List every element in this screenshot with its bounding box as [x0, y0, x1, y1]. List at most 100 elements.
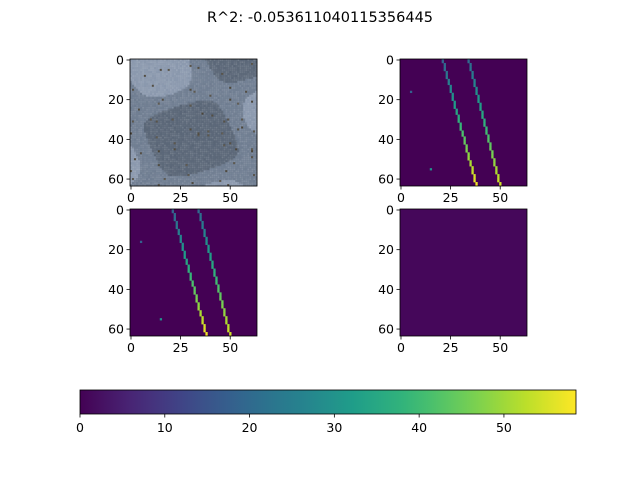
pixel [161, 88, 165, 92]
pixel [199, 90, 202, 94]
pixel [147, 176, 151, 179]
pixel [191, 140, 194, 143]
pixel [215, 124, 218, 127]
pixel [177, 106, 181, 110]
pixel [167, 108, 171, 111]
pixel [147, 60, 151, 64]
pixel [145, 66, 149, 70]
pixel [130, 90, 133, 94]
pixel [253, 174, 256, 177]
pixel [209, 124, 212, 127]
pixel [241, 132, 244, 135]
pixel [217, 80, 220, 84]
pixel [239, 164, 242, 167]
pixel [213, 72, 216, 76]
pixel [237, 88, 240, 92]
pixel [149, 62, 153, 66]
pixel [255, 156, 258, 159]
heatmap-cell [463, 142, 466, 145]
pixel [197, 184, 200, 187]
pixel [203, 138, 206, 141]
pixel [149, 60, 153, 64]
pixel [219, 170, 222, 173]
pixel [147, 100, 151, 104]
pixel [211, 132, 214, 135]
pixel [181, 134, 184, 137]
pixel [221, 176, 224, 179]
pixel [211, 184, 214, 187]
pixel [173, 130, 177, 133]
pixel [167, 150, 171, 153]
pixel [163, 166, 167, 169]
pixel [209, 76, 212, 80]
heatmap-cell [189, 278, 192, 281]
pixel [229, 166, 232, 169]
pixel [175, 94, 179, 98]
pixel [231, 84, 234, 88]
pixel [139, 126, 143, 129]
pixel [137, 128, 141, 131]
pixel [141, 92, 145, 96]
pixel [165, 174, 169, 177]
pixel [133, 104, 137, 108]
pixel [217, 132, 220, 135]
pixel [149, 164, 153, 167]
pixel [219, 152, 222, 155]
pixel [177, 158, 181, 161]
pixel [133, 84, 137, 88]
pixel [217, 184, 220, 187]
pixel [253, 59, 256, 62]
pixel [201, 98, 204, 102]
pixel [221, 92, 224, 96]
pixel [249, 138, 252, 141]
pixel [215, 122, 218, 125]
pixel [243, 84, 246, 88]
pixel [251, 110, 254, 113]
pixel [247, 78, 250, 82]
pixel [169, 172, 173, 175]
pixel [211, 162, 214, 165]
pixel [207, 59, 210, 62]
pixel [249, 90, 252, 94]
pixel [227, 130, 230, 133]
pixel [201, 90, 204, 94]
pixel [243, 180, 246, 183]
pixel [167, 122, 171, 125]
pixel [255, 124, 258, 127]
pixel [203, 62, 206, 66]
pixel [179, 116, 182, 119]
pixel [157, 98, 161, 102]
pixel [173, 98, 177, 102]
pixel [171, 108, 175, 111]
pixel [181, 168, 184, 171]
pixel [147, 158, 151, 161]
pixel [179, 136, 182, 139]
pixel [193, 112, 196, 115]
pixel [139, 130, 143, 133]
pixel [197, 59, 200, 62]
pixel [163, 94, 167, 98]
pixel [233, 110, 236, 113]
pixel [249, 60, 252, 64]
pixel [187, 62, 190, 66]
pixel [227, 116, 230, 119]
pixel [181, 68, 184, 72]
pixel [141, 64, 145, 68]
pixel [141, 124, 145, 127]
pixel [131, 158, 135, 161]
pixel [173, 84, 177, 88]
pixel [203, 108, 206, 111]
pixel [181, 92, 184, 96]
pixel [233, 66, 236, 70]
pixel [197, 180, 200, 183]
pixel [229, 154, 232, 157]
pixel [207, 78, 210, 82]
pixel [247, 128, 250, 131]
heatmap-cell [465, 150, 468, 153]
pixel [225, 160, 228, 163]
pixel [235, 96, 238, 100]
pixel [139, 108, 143, 111]
pixel [227, 142, 230, 145]
pixel [139, 66, 143, 70]
y-tick-label: 60 [378, 172, 394, 187]
